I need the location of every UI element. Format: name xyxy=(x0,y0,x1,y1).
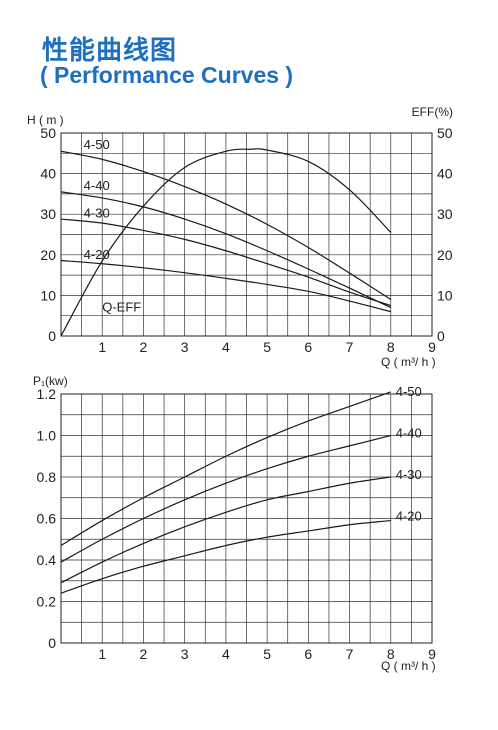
series-line-4-40 xyxy=(60,434,391,563)
series-label: 4-50 xyxy=(84,137,110,152)
y-tick-label: 1.2 xyxy=(37,386,57,402)
y-axis-label: H ( m ) xyxy=(27,113,64,127)
y-tick-label: 50 xyxy=(40,125,56,141)
series-line-q-eff xyxy=(60,148,392,337)
series-label: 4-20 xyxy=(396,509,422,524)
x-tick-label: 5 xyxy=(263,646,271,662)
x-tick-label: 2 xyxy=(140,646,148,662)
power-chart: 0 0.2 0.4 0.6 0.8 1.0 1.2 1 2 3 4 5 6 7 8 9 P₁(kw) Q ( m³… xyxy=(33,374,436,673)
grid xyxy=(61,394,432,643)
x-tick-label: 3 xyxy=(181,339,189,355)
y2-tick-label: 0 xyxy=(437,328,445,344)
y-tick-label: 0 xyxy=(48,328,56,344)
y2-axis-label: EFF(%) xyxy=(412,105,453,119)
y2-tick-label: 10 xyxy=(437,287,453,303)
series-label: 4-20 xyxy=(84,247,110,262)
y-tick-label: 0.4 xyxy=(37,552,57,568)
x-tick-label: 7 xyxy=(346,646,354,662)
series-line-4-30 xyxy=(60,476,391,584)
series-line-4-50 xyxy=(60,391,391,546)
y2-tick-label: 20 xyxy=(437,247,453,263)
y-tick-label: 1.0 xyxy=(37,428,57,444)
x-tick-label: 5 xyxy=(263,339,271,355)
y-tick-label: 20 xyxy=(40,247,56,263)
y2-tick-label: 50 xyxy=(437,125,453,141)
y-tick-label: 10 xyxy=(40,287,56,303)
series-label: 4-40 xyxy=(84,178,110,193)
x-tick-label: 9 xyxy=(428,339,436,355)
x-axis-label: Q ( m³/ h ) xyxy=(381,355,436,369)
series-label: 4-30 xyxy=(396,467,422,482)
page-title-english: ( Performance Curves ) xyxy=(40,62,294,88)
x-tick-label: 6 xyxy=(304,339,312,355)
y-tick-label: 40 xyxy=(40,166,56,182)
series-line-4-20 xyxy=(60,259,391,313)
y-tick-label: 0.2 xyxy=(37,594,57,610)
x-tick-label: 4 xyxy=(222,339,230,355)
series-line-4-20 xyxy=(60,519,391,594)
x-tick-label: 6 xyxy=(304,646,312,662)
series-label: Q-EFF xyxy=(102,300,141,315)
x-tick-label: 2 xyxy=(140,339,148,355)
plot-frame xyxy=(60,393,433,644)
x-tick-label: 8 xyxy=(387,339,395,355)
y-tick-label: 0 xyxy=(48,635,56,651)
x-tick-label: 7 xyxy=(346,339,354,355)
y-tick-label: 0.8 xyxy=(37,469,57,485)
x-tick-label: 3 xyxy=(181,646,189,662)
x-tick-label: 1 xyxy=(98,339,106,355)
x-tick-label: 4 xyxy=(222,646,230,662)
y-tick-label: 0.6 xyxy=(37,511,57,527)
x-tick-label: 1 xyxy=(98,646,106,662)
series-line-4-50 xyxy=(60,150,392,300)
series-line-4-40 xyxy=(60,191,392,309)
x-tick-label: 8 xyxy=(387,646,395,662)
x-axis-label: Q ( m³/ h ) xyxy=(381,659,436,673)
plot-frame xyxy=(60,132,433,337)
x-tick-label: 9 xyxy=(428,646,436,662)
page-title-chinese: 性能曲线图 xyxy=(42,36,178,66)
y-tick-label: 30 xyxy=(40,206,56,222)
series-label: 4-30 xyxy=(84,205,110,220)
y-axis-label: P₁(kw) xyxy=(33,374,68,388)
series-label: 4-40 xyxy=(396,426,422,441)
series-line-4-30 xyxy=(60,218,391,307)
head-efficiency-chart: 0 10 20 30 40 50 0 10 20 30 40 50 1 2 3 4 5 6 7 8 9 H ( m ) EF… xyxy=(27,105,453,369)
y2-tick-label: 40 xyxy=(437,166,453,182)
y2-tick-label: 30 xyxy=(437,206,453,222)
series-label: 4-50 xyxy=(396,384,422,399)
